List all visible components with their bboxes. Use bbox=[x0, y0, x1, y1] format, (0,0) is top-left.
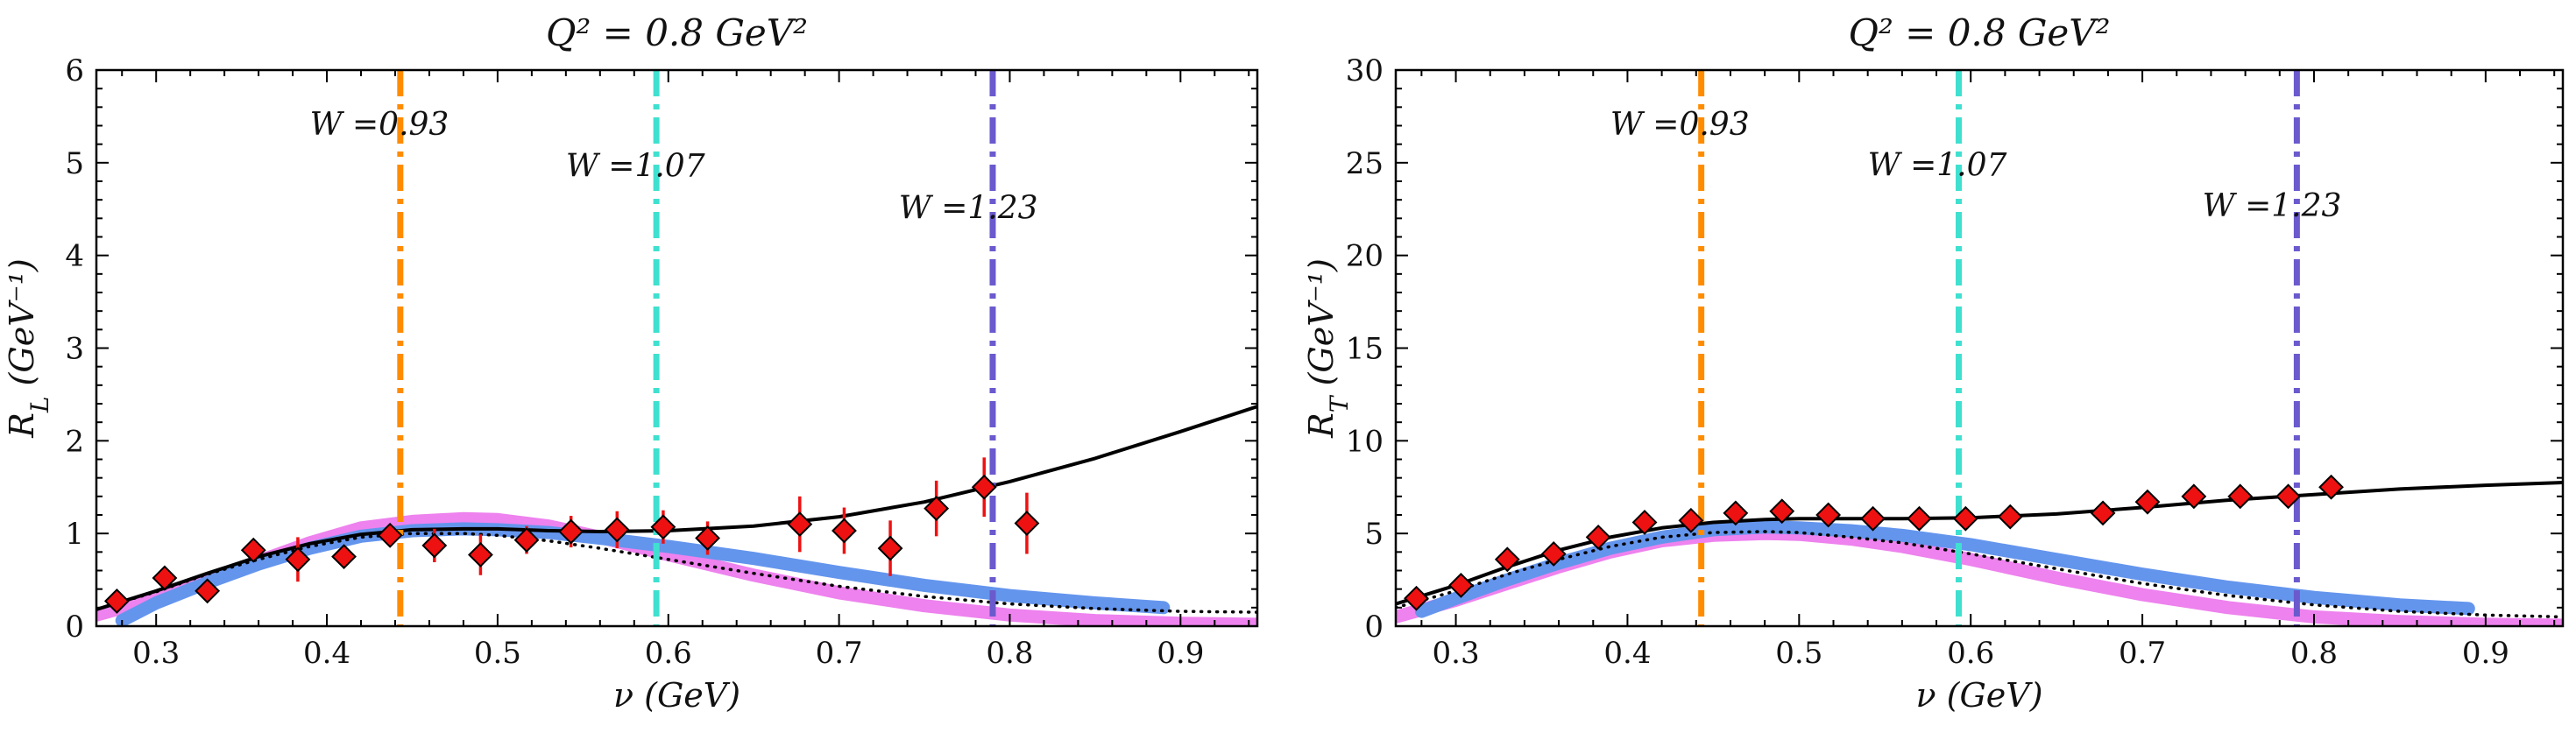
rt-data-point bbox=[1448, 573, 1474, 598]
rl-xtick-label: 0.3 bbox=[132, 636, 180, 671]
rl-xlabel: ν (GeV) bbox=[613, 676, 740, 715]
rl-data-point bbox=[513, 527, 540, 553]
rl-data-point bbox=[1014, 511, 1040, 536]
rl-data-point bbox=[971, 474, 997, 500]
rt-ytick-label: 5 bbox=[1364, 517, 1384, 552]
rt-data-point bbox=[2181, 483, 2207, 510]
rt-data-point bbox=[2090, 500, 2116, 526]
rl-data-point bbox=[832, 518, 857, 544]
rl-xtick-label: 0.7 bbox=[816, 636, 863, 671]
rl-xtick-label: 0.8 bbox=[986, 636, 1033, 671]
rt-xtick-label: 0.4 bbox=[1603, 636, 1651, 671]
rl-data-point bbox=[240, 537, 266, 563]
rt-ytick-label: 25 bbox=[1346, 146, 1384, 181]
rl-ytick-label: 2 bbox=[65, 424, 84, 459]
rt-data-point bbox=[1860, 505, 1886, 532]
rl-data-point bbox=[331, 544, 357, 570]
rt-data-point bbox=[2134, 489, 2161, 515]
rt-w-label-1: W =1.07 bbox=[1868, 148, 2007, 184]
rl-ylabel: RL (GeV⁻¹) bbox=[3, 258, 54, 439]
rl-data-point bbox=[195, 578, 221, 604]
rt-ytick-label: 15 bbox=[1346, 332, 1384, 367]
rt-data-point bbox=[1907, 505, 1932, 532]
rl-plot-area bbox=[96, 70, 1257, 626]
rl-data-point bbox=[103, 588, 130, 614]
rt-data-point bbox=[1815, 502, 1842, 528]
rt-plot-area bbox=[1396, 70, 2563, 626]
rl-w-label-1: W =1.07 bbox=[566, 149, 705, 185]
rl-data-point bbox=[787, 511, 813, 537]
rt-data-point bbox=[1723, 500, 1749, 526]
rl-xtick-label: 0.6 bbox=[645, 636, 692, 671]
rt-xtick-label: 0.3 bbox=[1433, 636, 1480, 671]
rt-data-point bbox=[1494, 546, 1520, 573]
rl-xtick-label: 0.9 bbox=[1157, 636, 1204, 671]
panel-rt: 0.3 0.4 0.5 0.6 0.7 0.8 0.9 0 5 10 15 20 25 30 W =0.93… bbox=[1302, 11, 2565, 715]
rl-xtick-label: 0.5 bbox=[474, 636, 521, 671]
rt-data-point bbox=[1997, 504, 2023, 530]
rl-data-point bbox=[877, 535, 903, 561]
rt-data-point bbox=[1585, 524, 1611, 550]
rt-xtick-label: 0.6 bbox=[1947, 636, 1994, 671]
rt-data-point bbox=[1952, 505, 1978, 532]
rl-data-point bbox=[152, 565, 178, 591]
rt-ticks bbox=[1396, 69, 2563, 627]
rl-data-point bbox=[604, 517, 630, 543]
rt-ytick-label: 0 bbox=[1364, 610, 1384, 645]
rl-title: Q² = 0.8 GeV² bbox=[546, 11, 808, 54]
rl-data-point bbox=[650, 514, 676, 540]
rl-data-point bbox=[468, 542, 493, 567]
rt-ytick-label: 30 bbox=[1346, 53, 1384, 88]
rl-data-point bbox=[377, 522, 403, 548]
rt-data-point bbox=[1678, 507, 1704, 533]
rt-curve-1 bbox=[1414, 520, 2475, 618]
rt-w-label-0: W =0.93 bbox=[1610, 107, 1750, 143]
rl-ytick-label: 6 bbox=[65, 53, 84, 88]
rt-xlabel: ν (GeV) bbox=[1915, 676, 2042, 715]
rl-ticks bbox=[96, 69, 1257, 627]
rl-ytick-label: 5 bbox=[65, 146, 84, 181]
rt-data-point bbox=[1631, 510, 1658, 535]
rt-title: Q² = 0.8 GeV² bbox=[1849, 11, 2111, 54]
rl-data-point bbox=[285, 546, 311, 573]
rt-ylabel: RT (GeV⁻¹) bbox=[1302, 258, 1354, 439]
rt-data-point bbox=[1540, 541, 1567, 567]
rt-xtick-label: 0.9 bbox=[2462, 636, 2509, 671]
rl-ytick-label: 1 bbox=[65, 517, 84, 552]
rl-ytick-label: 0 bbox=[65, 610, 84, 645]
rt-w-label-2: W =1.23 bbox=[2203, 188, 2342, 224]
rt-data-point bbox=[1769, 498, 1795, 525]
rt-xtick-label: 0.5 bbox=[1775, 636, 1822, 671]
rl-ytick-label: 3 bbox=[65, 332, 84, 367]
rt-curve-2 bbox=[1396, 530, 2563, 619]
rt-data-point bbox=[2318, 474, 2344, 500]
rt-xtick-label: 0.7 bbox=[2119, 636, 2166, 671]
rt-data-point bbox=[2275, 483, 2302, 510]
rt-data-point bbox=[1404, 585, 1429, 611]
rl-xtick-label: 0.4 bbox=[303, 636, 350, 671]
rl-w-label-2: W =1.23 bbox=[899, 190, 1038, 226]
rt-data-point bbox=[2227, 483, 2254, 510]
rl-data-point bbox=[695, 525, 720, 551]
panel-rl: 0.3 0.4 0.5 0.6 0.7 0.8 0.9 0 1 2 3 4 5 6 W =0.93 W =1.… bbox=[3, 11, 1259, 715]
rt-ytick-label: 10 bbox=[1346, 424, 1384, 459]
rt-xtick-label: 0.8 bbox=[2290, 636, 2338, 671]
rl-data-point bbox=[421, 532, 448, 559]
rl-data-point bbox=[924, 496, 950, 522]
rl-ytick-label: 4 bbox=[65, 239, 84, 274]
rl-data-point bbox=[558, 518, 584, 545]
rt-ytick-label: 20 bbox=[1346, 239, 1384, 274]
rl-w-label-0: W =0.93 bbox=[310, 107, 449, 143]
